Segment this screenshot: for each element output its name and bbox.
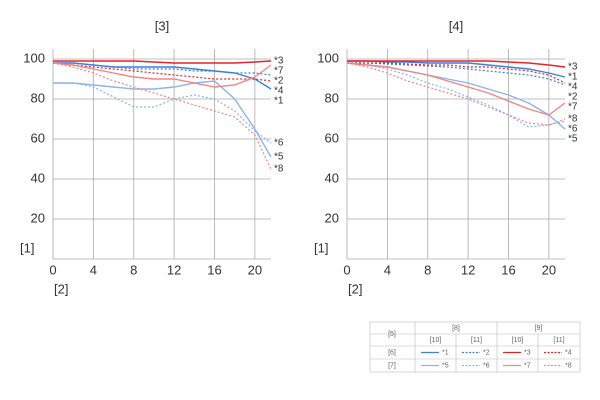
series-end-label: *2 bbox=[274, 76, 284, 87]
series-end-label: *1 bbox=[568, 72, 578, 83]
table-column: [11] bbox=[471, 337, 482, 344]
line-series bbox=[347, 60, 566, 78]
table-row: [7] bbox=[388, 362, 396, 369]
chart-title: [3] bbox=[155, 18, 169, 33]
legend-entry: *1 bbox=[442, 349, 449, 356]
series-end-label: *4 bbox=[568, 82, 578, 93]
y-tick-label: 100 bbox=[23, 50, 45, 65]
line-series bbox=[346, 62, 566, 130]
series-end-label: *5 bbox=[568, 134, 578, 145]
line-series bbox=[53, 82, 272, 144]
x-tick-label: 12 bbox=[461, 262, 475, 277]
series-end-label: *5 bbox=[274, 152, 284, 163]
x-tick-label: 4 bbox=[90, 262, 97, 277]
y-tick-label: 20 bbox=[325, 210, 339, 225]
line-series bbox=[53, 62, 272, 76]
x-tick-label: 0 bbox=[343, 262, 350, 277]
line-series bbox=[53, 60, 272, 64]
table-corner: [5] bbox=[388, 331, 396, 338]
x-axis-label: [2] bbox=[54, 281, 68, 296]
legend-entry: *5 bbox=[442, 362, 449, 369]
series-end-label: *4 bbox=[274, 86, 284, 97]
series-end-label: *6 bbox=[568, 124, 578, 135]
series-end-label: *1 bbox=[274, 96, 284, 107]
legend-entry: *7 bbox=[524, 362, 531, 369]
legend-entry: *8 bbox=[565, 362, 572, 369]
x-tick-label: 12 bbox=[167, 262, 181, 277]
y-tick-label: 60 bbox=[325, 130, 339, 145]
y-tick-label: 80 bbox=[325, 90, 339, 105]
table-row: [6] bbox=[388, 349, 396, 356]
series-end-label: *7 bbox=[274, 66, 284, 77]
y-tick-label: 80 bbox=[31, 90, 45, 105]
table-group: [9] bbox=[535, 325, 543, 332]
legend-entry: *2 bbox=[483, 349, 490, 356]
series-end-label: *2 bbox=[568, 92, 578, 103]
y-axis-label: [1] bbox=[314, 240, 328, 255]
legend-entry: *3 bbox=[524, 349, 531, 356]
x-tick-label: 8 bbox=[424, 262, 431, 277]
series-end-label: *7 bbox=[568, 102, 578, 113]
line-series bbox=[346, 62, 566, 116]
x-tick-label: 16 bbox=[207, 262, 221, 277]
line-series bbox=[52, 62, 272, 88]
line-series bbox=[347, 62, 566, 86]
y-tick-label: 20 bbox=[31, 210, 45, 225]
y-tick-label: 60 bbox=[31, 130, 45, 145]
x-axis-label: [2] bbox=[348, 281, 362, 296]
x-tick-label: 20 bbox=[248, 262, 262, 277]
y-tick-label: 40 bbox=[325, 170, 339, 185]
chart-title: [4] bbox=[449, 18, 463, 33]
series-end-label: *6 bbox=[274, 138, 284, 149]
legend-entry: *4 bbox=[565, 349, 572, 356]
y-axis-label: [1] bbox=[20, 240, 34, 255]
line-series bbox=[347, 62, 566, 84]
x-tick-label: 16 bbox=[501, 262, 515, 277]
table-column: [10] bbox=[512, 337, 524, 344]
x-tick-label: 20 bbox=[542, 262, 556, 277]
series-end-label: *3 bbox=[568, 62, 578, 73]
table-column: [11] bbox=[553, 337, 564, 344]
x-tick-label: 8 bbox=[130, 262, 137, 277]
line-series bbox=[53, 80, 272, 158]
series-end-label: *8 bbox=[568, 114, 578, 125]
y-tick-label: 40 bbox=[31, 170, 45, 185]
x-tick-label: 4 bbox=[384, 262, 391, 277]
legend-entry: *6 bbox=[483, 362, 490, 369]
table-column: [10] bbox=[430, 337, 442, 344]
series-end-label: *3 bbox=[274, 56, 284, 67]
y-tick-label: 100 bbox=[317, 50, 339, 65]
series-end-label: *8 bbox=[274, 164, 284, 175]
table-group: [8] bbox=[452, 325, 460, 332]
line-series bbox=[347, 60, 566, 68]
line-series bbox=[52, 62, 272, 82]
legend-table bbox=[369, 321, 581, 373]
x-tick-label: 0 bbox=[49, 262, 56, 277]
line-series bbox=[346, 62, 566, 128]
